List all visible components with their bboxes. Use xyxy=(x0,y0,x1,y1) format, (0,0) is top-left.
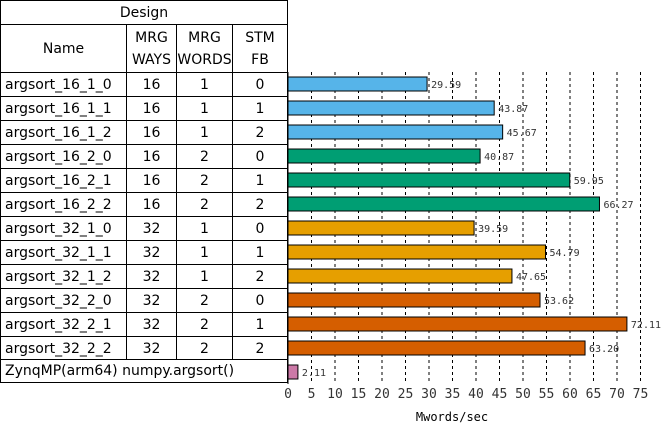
bar-value-label: 47.65 xyxy=(516,272,546,283)
mrg-words-cell: 1 xyxy=(176,264,233,289)
x-tick-label: 35 xyxy=(445,387,461,402)
bar-value-label: 53.62 xyxy=(544,296,574,307)
x-tick-label: 65 xyxy=(586,387,602,402)
x-tick-label: 25 xyxy=(398,387,414,402)
x-tick-label: 45 xyxy=(492,387,508,402)
mrg-words-cell: 2 xyxy=(176,336,233,361)
mrg-words-cell: 2 xyxy=(176,312,233,337)
x-tick-label: 55 xyxy=(539,387,555,402)
mrg-ways-cell: 32 xyxy=(126,312,177,337)
bar xyxy=(287,76,428,92)
stm-fb-column-header: STM FB xyxy=(232,24,288,73)
x-axis-label: Mwords/sec xyxy=(416,410,488,424)
mrg-ways-cell: 32 xyxy=(126,336,177,361)
bar xyxy=(287,364,299,380)
x-tick-label: 20 xyxy=(374,387,390,402)
design-group-header: Design xyxy=(0,0,288,25)
bar-value-label: 39.59 xyxy=(478,224,508,235)
bar xyxy=(287,124,504,140)
bar xyxy=(287,340,586,356)
mrg-ways-column-header: MRG WAYS xyxy=(126,24,177,73)
x-tick-label: 15 xyxy=(351,387,367,402)
mrg-words-cell: 2 xyxy=(176,144,233,169)
mrg-ways-cell: 32 xyxy=(126,240,177,265)
name-cell: argsort_16_1_2 xyxy=(0,120,127,145)
name-cell: argsort_16_2_1 xyxy=(0,168,127,193)
bar-value-label: 40.87 xyxy=(484,152,514,163)
x-tick-label: 50 xyxy=(515,387,531,402)
name-cell: argsort_32_1_2 xyxy=(0,264,127,289)
mrg-words-header-line2: WORDS xyxy=(177,51,232,68)
footer-row-label: ZynqMP(arm64) numpy.argsort() xyxy=(0,359,288,383)
mrg-words-cell: 2 xyxy=(176,168,233,193)
bar-value-label: 63.20 xyxy=(589,344,619,355)
bar-value-label: 72.11 xyxy=(631,320,661,331)
bar xyxy=(287,148,481,164)
x-tick-label: 10 xyxy=(327,387,343,402)
x-tick-label: 30 xyxy=(421,387,437,402)
bar-value-label: 29.59 xyxy=(431,80,461,91)
name-cell: argsort_32_1_1 xyxy=(0,240,127,265)
bar xyxy=(287,196,600,212)
bar xyxy=(287,172,571,188)
bar-value-label: 2.11 xyxy=(302,368,326,379)
design-table: Design Name MRG WAYS MRG WORDS STM FB ar… xyxy=(0,0,288,384)
name-cell: argsort_32_1_0 xyxy=(0,216,127,241)
stm-fb-header-line2: FB xyxy=(251,51,269,68)
x-tick-label: 5 xyxy=(308,387,316,402)
bar-value-label: 66.27 xyxy=(603,200,633,211)
bar xyxy=(287,292,541,308)
mrg-words-header-line1: MRG xyxy=(188,29,221,46)
x-tick-label: 60 xyxy=(562,387,578,402)
bar xyxy=(287,100,495,116)
bar xyxy=(287,244,547,260)
mrg-words-cell: 2 xyxy=(176,288,233,313)
mrg-ways-cell: 16 xyxy=(126,96,177,121)
name-cell: argsort_16_2_2 xyxy=(0,192,127,217)
bar xyxy=(287,316,628,332)
bar-value-label: 59.95 xyxy=(574,176,604,187)
stm-fb-cell: 0 xyxy=(232,288,288,313)
mrg-words-cell: 1 xyxy=(176,240,233,265)
mrg-ways-header-line2: WAYS xyxy=(131,51,171,68)
bar-value-label: 45.67 xyxy=(507,128,537,139)
mrg-words-cell: 1 xyxy=(176,216,233,241)
mrg-ways-header-line1: MRG xyxy=(135,29,168,46)
bar xyxy=(287,220,475,236)
bar-value-label: 43.87 xyxy=(498,104,528,115)
mrg-ways-cell: 32 xyxy=(126,288,177,313)
stm-fb-header-line1: STM xyxy=(245,29,275,46)
x-tick-label: 70 xyxy=(609,387,625,402)
x-tick-label: 40 xyxy=(468,387,484,402)
x-tick-label: 75 xyxy=(633,387,649,402)
bar xyxy=(287,268,513,284)
name-cell: argsort_32_2_0 xyxy=(0,288,127,313)
mrg-words-column-header: MRG WORDS xyxy=(176,24,233,73)
mrg-ways-cell: 16 xyxy=(126,168,177,193)
x-tick-label: 0 xyxy=(284,387,292,402)
bar-value-label: 54.79 xyxy=(550,248,580,259)
